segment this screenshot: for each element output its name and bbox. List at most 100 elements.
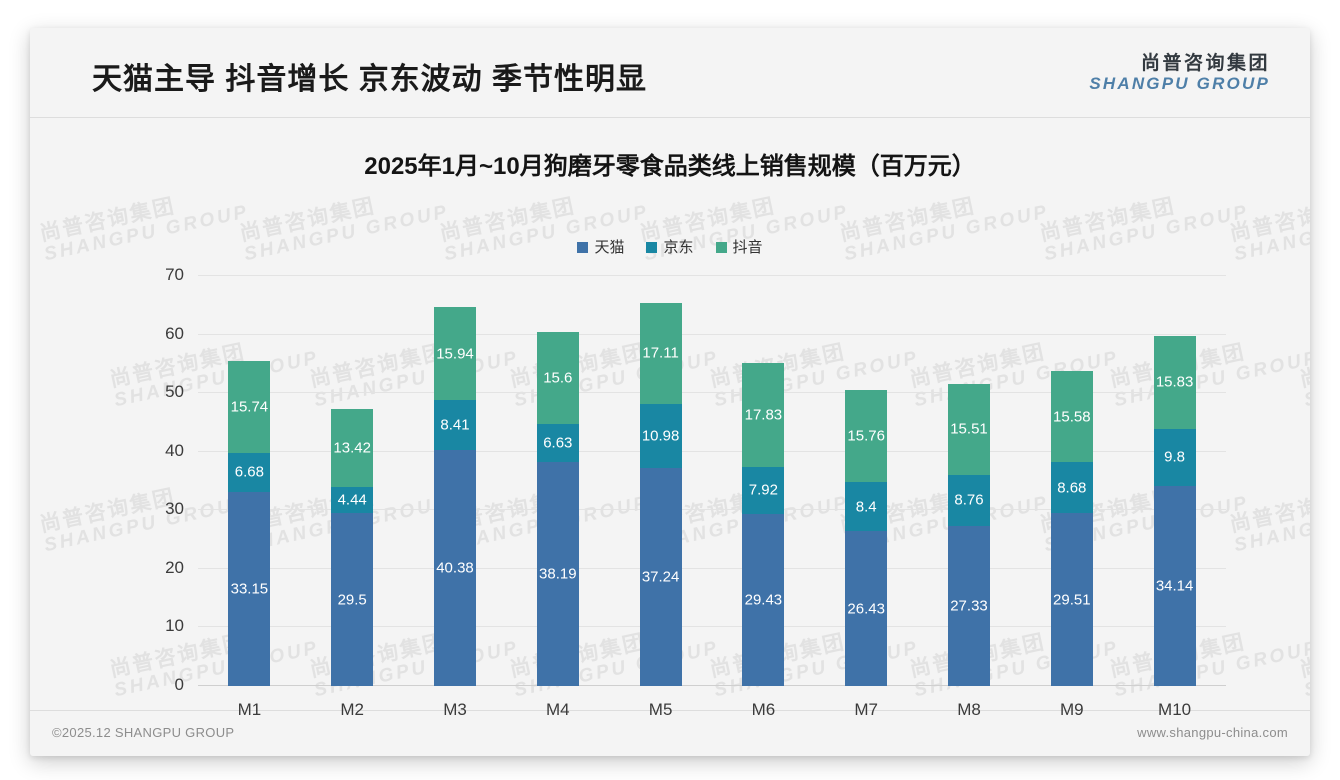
legend-swatch-icon	[577, 242, 589, 253]
y-axis-tick-label: 30	[165, 499, 184, 519]
gridline: 30	[165, 499, 1226, 518]
bar-segment-天猫[interactable]: 37.24	[639, 467, 682, 686]
bar-M4[interactable]: 15.6 6.63 38.19 M4	[536, 332, 579, 719]
bar-segment-京东[interactable]: 8.76	[948, 474, 990, 526]
bar-value-label: 8.4	[855, 498, 877, 516]
legend-item-1[interactable]: 天猫	[577, 236, 624, 257]
bar-value-label: 27.33	[950, 597, 988, 615]
bar-value-label: 15.83	[1155, 373, 1194, 391]
bar-segment-抖音[interactable]: 15.83	[1153, 335, 1196, 429]
bar-segment-京东[interactable]: 8.41	[434, 400, 476, 450]
legend-item-3[interactable]: 抖音	[715, 236, 763, 257]
chart-legend: 天猫 京东 抖音	[30, 236, 1310, 257]
bar-segment-抖音[interactable]: 15.58	[1050, 371, 1093, 463]
x-axis-tick-label: M6	[751, 700, 776, 719]
x-axis-tick-label: M8	[957, 700, 981, 719]
bar-M5[interactable]: 17.11 10.98 37.24 M5	[639, 303, 682, 719]
bar-segment-天猫[interactable]: 34.14	[1153, 486, 1196, 686]
bar-value-label: 38.19	[539, 565, 577, 583]
bar-segment-抖音[interactable]: 15.6	[536, 332, 579, 424]
gridline: 40	[165, 441, 1226, 460]
bar-segment-京东[interactable]: 10.98	[639, 403, 682, 468]
website-link[interactable]: www.shangpu-china.com	[1137, 725, 1288, 740]
legend-label: 抖音	[732, 239, 763, 256]
logo-chinese-text: 尚普咨询集团	[1140, 53, 1270, 74]
bar-M7[interactable]: 15.76 8.4 26.43 M7	[845, 389, 888, 719]
bar-value-label: 37.24	[641, 568, 680, 586]
x-axis-tick-label: M1	[237, 700, 262, 719]
legend-swatch-icon	[715, 242, 727, 253]
gridline: 20	[165, 558, 1226, 577]
bar-value-label: 8.68	[1057, 479, 1087, 497]
bar-segment-京东[interactable]: 7.92	[742, 467, 785, 514]
bar-segment-京东[interactable]: 6.68	[228, 452, 271, 492]
bar-value-label: 17.83	[744, 406, 783, 424]
bar-segment-京东[interactable]: 8.4	[845, 482, 888, 532]
gridline: 10	[165, 616, 1226, 635]
bar-segment-天猫[interactable]: 29.5	[331, 513, 374, 686]
bar-segment-抖音[interactable]: 15.74	[228, 360, 271, 453]
x-axis-tick-label: M9	[1059, 700, 1084, 719]
copyright-text: ©2025.12 SHANGPU GROUP	[52, 725, 235, 740]
chart-container: 尚普咨询集团 SHANGPU GROUP 尚普咨询集团 SHANGPU GROUP 尚普…	[30, 188, 1310, 719]
legend-swatch-icon	[646, 242, 658, 253]
bar-segment-抖音[interactable]: 15.94	[434, 306, 476, 401]
bar-value-label: 10.98	[641, 427, 680, 445]
bar-segment-天猫[interactable]: 33.15	[228, 491, 271, 686]
bar-segment-抖音[interactable]: 17.11	[639, 303, 682, 404]
bar-value-label: 13.42	[333, 439, 371, 457]
legend-label: 天猫	[594, 239, 625, 256]
y-axis-tick-label: 20	[165, 557, 184, 577]
legend-label: 京东	[663, 239, 694, 256]
y-axis-tick-label: 40	[165, 440, 184, 460]
bar-value-label: 33.15	[230, 580, 269, 598]
gridline: 60	[165, 324, 1226, 343]
bar-M6[interactable]: 17.83 7.92 29.43 M6	[742, 362, 785, 719]
bar-segment-京东[interactable]: 8.68	[1050, 462, 1093, 514]
bar-segment-天猫[interactable]: 38.19	[536, 462, 579, 686]
bar-segment-天猫[interactable]: 40.38	[434, 449, 476, 686]
bar-segment-抖音[interactable]: 13.42	[331, 408, 374, 488]
bar-value-label: 6.68	[234, 463, 264, 481]
bar-M8[interactable]: 15.51 8.76 27.33 M8	[948, 383, 990, 719]
bar-segment-京东[interactable]: 4.44	[331, 487, 374, 514]
bar-segment-抖音[interactable]: 15.51	[948, 383, 990, 475]
bar-value-label: 8.76	[954, 491, 984, 509]
bar-value-label: 9.8	[1164, 448, 1186, 466]
bar-value-label: 15.94	[436, 345, 474, 363]
bar-M10[interactable]: 15.83 9.8 34.14 M10	[1153, 335, 1196, 719]
legend-item-2[interactable]: 京东	[646, 236, 694, 257]
bar-value-label: 8.41	[440, 416, 470, 434]
plot-area: 0 10 20 30 40 50 60 70 15.74 6.68 33.15 M1 13.42 4.44…	[165, 265, 1226, 719]
bar-M9[interactable]: 15.58 8.68 29.51 M9	[1050, 371, 1093, 719]
bar-segment-天猫[interactable]: 26.43	[845, 531, 888, 686]
bar-value-label: 15.74	[230, 398, 269, 416]
chart-title: 2025年1月~10月狗磨牙零食品类线上销售规模（百万元）	[364, 153, 976, 180]
x-axis-tick-label: M10	[1158, 700, 1192, 719]
bar-M3[interactable]: 15.94 8.41 40.38 M3	[434, 306, 476, 719]
y-axis-tick-label: 10	[165, 616, 184, 636]
bar-segment-天猫[interactable]: 29.43	[742, 513, 785, 686]
bar-value-label: 34.14	[1155, 577, 1194, 595]
bar-segment-天猫[interactable]: 27.33	[948, 525, 990, 686]
bar-segment-天猫[interactable]: 29.51	[1050, 513, 1093, 686]
bar-value-label: 15.6	[543, 369, 573, 387]
y-axis-tick-label: 60	[165, 323, 184, 343]
x-axis-tick-label: M2	[340, 700, 364, 719]
bar-value-label: 17.11	[642, 344, 679, 362]
bar-value-label: 29.43	[744, 591, 783, 609]
bar-value-label: 4.44	[337, 491, 367, 509]
bar-segment-抖音[interactable]: 17.83	[742, 362, 785, 468]
bar-value-label: 29.51	[1053, 591, 1091, 609]
bar-segment-京东[interactable]: 6.63	[536, 423, 579, 463]
company-logo: 尚普咨询集团 SHANGPU GROUP	[1089, 53, 1270, 93]
bar-segment-京东[interactable]: 9.8	[1153, 428, 1196, 487]
bar-M1[interactable]: 15.74 6.68 33.15 M1	[228, 360, 271, 719]
y-axis-tick-label: 70	[165, 265, 184, 284]
gridline: 50	[165, 382, 1226, 401]
bar-M2[interactable]: 13.42 4.44 29.5 M2	[331, 408, 374, 719]
bar-segment-抖音[interactable]: 15.76	[845, 389, 888, 483]
